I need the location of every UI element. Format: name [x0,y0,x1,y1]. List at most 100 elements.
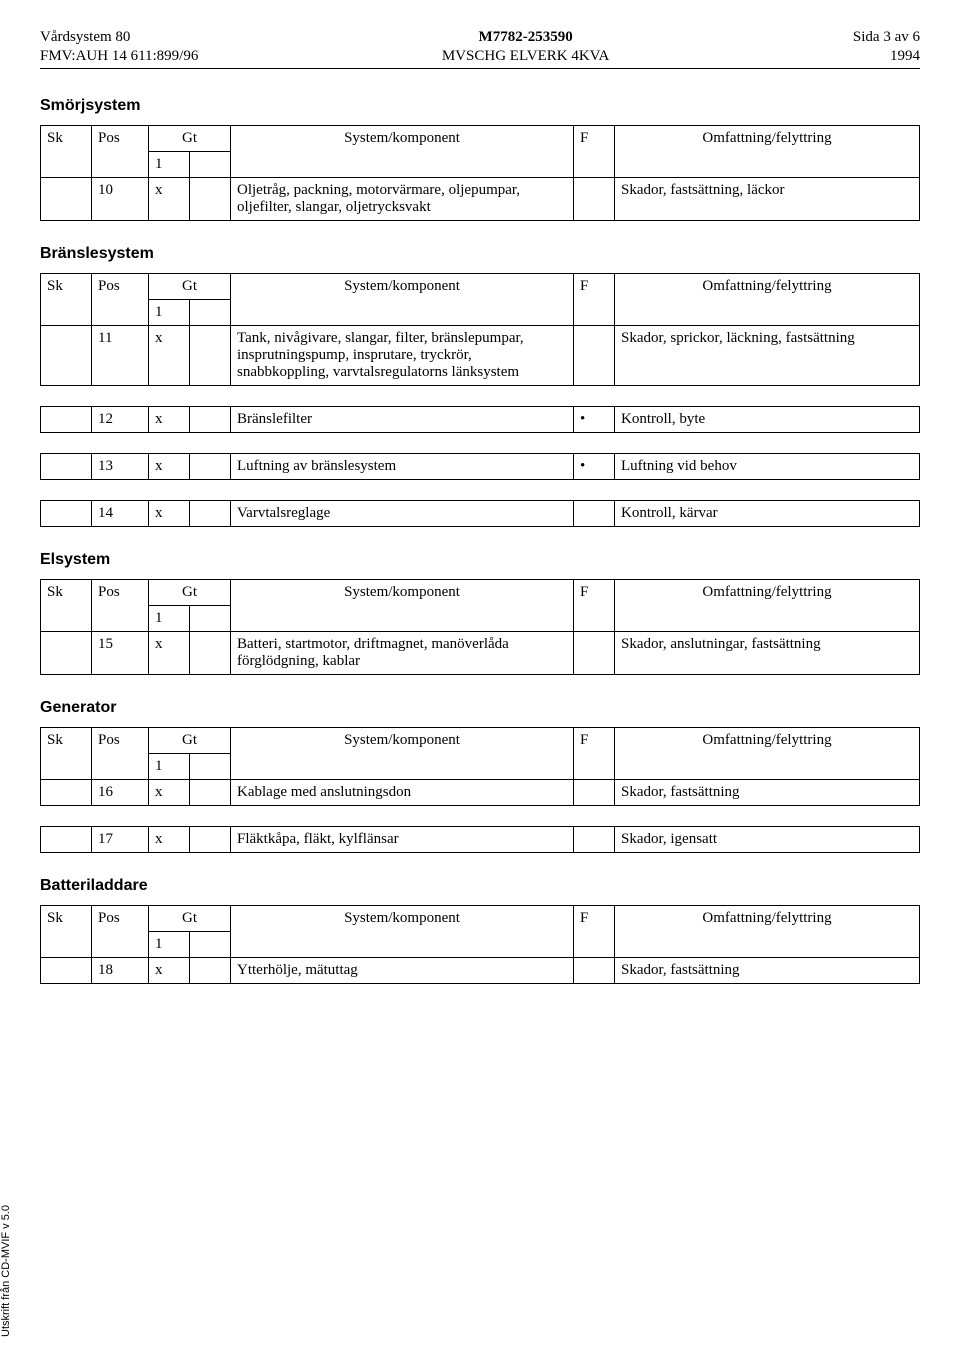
section-title: Batteriladdare [40,877,920,895]
col-sk: Sk [41,905,92,957]
maintenance-table: SkPosGtSystem/komponentFOmfattning/felyt… [40,125,920,221]
cell-gt1: x [149,779,190,805]
cell-sk [41,779,92,805]
cell-sys: Fläktkåpa, fläkt, kylflänsar [231,826,574,852]
cell-pos: 12 [92,406,149,432]
cell-sys: Kablage med anslutningsdon [231,779,574,805]
cell-gt2 [190,453,231,479]
cell-pos: 10 [92,177,149,220]
cell-sys: Varvtalsreglage [231,500,574,526]
col-sys: System/komponent [231,905,574,957]
cell-f [574,957,615,983]
cell-gt1: x [149,631,190,674]
row-gap [41,432,920,453]
col-sys: System/komponent [231,579,574,631]
cell-f: • [574,453,615,479]
cell-sk [41,453,92,479]
cell-sys: Oljetråg, packning, motorvärmare, oljepu… [231,177,574,220]
col-f: F [574,905,615,957]
cell-pos: 15 [92,631,149,674]
col-gt: Gt [149,905,231,931]
cell-gt2 [190,325,231,385]
col-gt: Gt [149,727,231,753]
col-gt-2 [190,753,231,779]
cell-ext: Skador, igensatt [615,826,920,852]
col-gt-1: 1 [149,931,190,957]
cell-gt1: x [149,500,190,526]
col-gt-2 [190,605,231,631]
col-gt: Gt [149,273,231,299]
col-gt-1: 1 [149,605,190,631]
col-sk: Sk [41,727,92,779]
page-header: Vårdsystem 80 FMV:AUH 14 611:899/96 M778… [40,28,920,69]
table-row: 17x Fläktkåpa, fläkt, kylflänsar Skador, i… [41,826,920,852]
cell-gt2 [190,631,231,674]
table-row: 14xVarvtalsreglageKontroll, kärvar [41,500,920,526]
col-sys: System/komponent [231,125,574,177]
cell-sk [41,957,92,983]
header-left: Vårdsystem 80 FMV:AUH 14 611:899/96 [40,28,198,66]
cell-gt2 [190,177,231,220]
col-f: F [574,727,615,779]
cell-gt2 [190,826,231,852]
cell-sk [41,406,92,432]
col-sk: Sk [41,579,92,631]
cell-f [574,779,615,805]
cell-gt1: x [149,826,190,852]
cell-ext: Skador, fastsättning [615,779,920,805]
section-title: Generator [40,699,920,717]
section-title: Elsystem [40,551,920,569]
col-sk: Sk [41,273,92,325]
cell-sk [41,325,92,385]
cell-pos: 11 [92,325,149,385]
print-source-sidebar: Utskrift från CD-MVIF v 5.0 [0,1205,12,1337]
col-gt-1: 1 [149,151,190,177]
row-gap [41,385,920,406]
header-mid-line2: MVSCHG ELVERK 4KVA [442,47,610,66]
col-pos: Pos [92,579,149,631]
maintenance-table: SkPosGtSystem/komponentFOmfattning/felyt… [40,905,920,984]
header-left-line2: FMV:AUH 14 611:899/96 [40,47,198,66]
cell-ext: Kontroll, kärvar [615,500,920,526]
cell-gt2 [190,500,231,526]
col-pos: Pos [92,273,149,325]
cell-ext: Luftning vid behov [615,453,920,479]
table-row: 18xYtterhölje, mätuttagSkador, fastsättn… [41,957,920,983]
col-gt-2 [190,299,231,325]
table-row: 15x Batteri, startmotor, driftmagnet, man… [41,631,920,674]
col-pos: Pos [92,905,149,957]
header-right-line1: Sida 3 av 6 [853,28,920,47]
col-gt-2 [190,931,231,957]
row-gap [41,479,920,500]
col-ext: Omfattning/felyttring [615,273,920,325]
col-gt-1: 1 [149,299,190,325]
maintenance-table: SkPosGtSystem/komponentFOmfattning/felyt… [40,579,920,675]
cell-f [574,826,615,852]
cell-gt2 [190,406,231,432]
section-title: Smörjsystem [40,97,920,115]
cell-f: • [574,406,615,432]
cell-ext: Skador, fastsättning, läckor [615,177,920,220]
col-f: F [574,579,615,631]
cell-ext: Skador, anslutningar, fastsättning [615,631,920,674]
col-gt: Gt [149,125,231,151]
col-sys: System/komponent [231,273,574,325]
cell-sys: Ytterhölje, mätuttag [231,957,574,983]
col-gt-2 [190,151,231,177]
header-left-line1: Vårdsystem 80 [40,28,198,47]
cell-pos: 18 [92,957,149,983]
header-center: M7782-253590 MVSCHG ELVERK 4KVA [442,28,610,66]
table-row: 10xOljetråg, packning, motorvärmare, olj… [41,177,920,220]
col-pos: Pos [92,727,149,779]
cell-sys: Batteri, startmotor, driftmagnet, manöve… [231,631,574,674]
cell-sys: Bränslefilter [231,406,574,432]
col-sys: System/komponent [231,727,574,779]
header-right-line2: 1994 [853,47,920,66]
col-ext: Omfattning/felyttring [615,125,920,177]
cell-sys: Tank, nivågivare, slangar, filter, bräns… [231,325,574,385]
section-title: Bränslesystem [40,245,920,263]
cell-sk [41,826,92,852]
header-right: Sida 3 av 6 1994 [853,28,920,66]
cell-ext: Skador, fastsättning [615,957,920,983]
cell-pos: 17 [92,826,149,852]
